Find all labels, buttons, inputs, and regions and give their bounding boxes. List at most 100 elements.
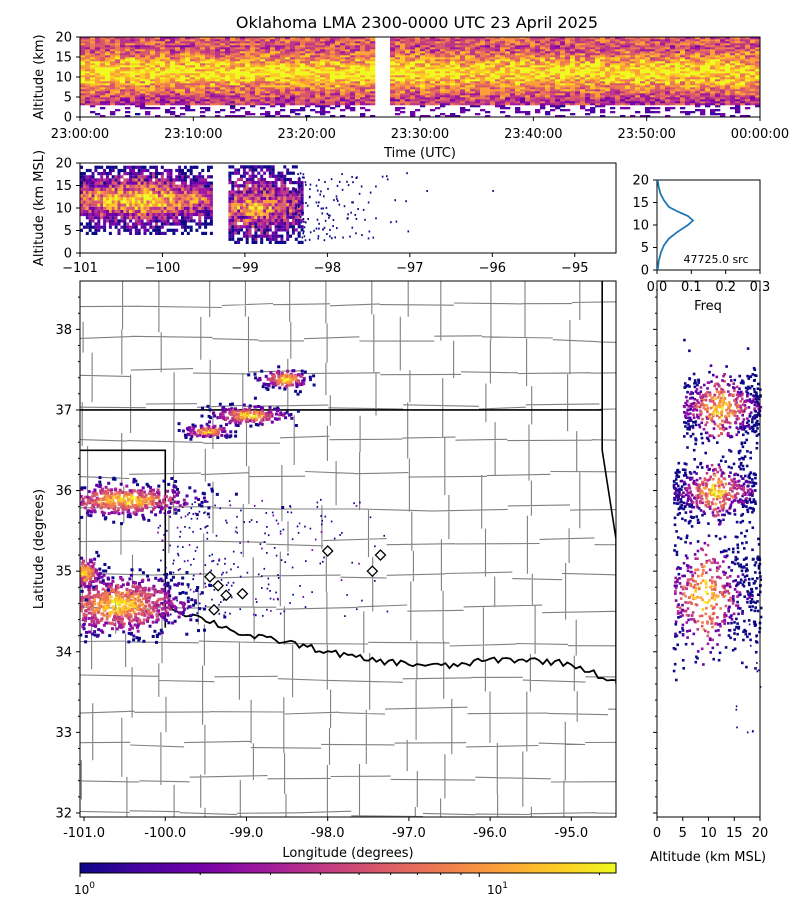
lon-alt-cell <box>97 225 101 229</box>
time-height-cell <box>640 59 646 62</box>
time-height-cell <box>685 71 691 74</box>
time-height-cell <box>560 99 566 102</box>
time-height-cell <box>225 103 231 106</box>
time-height-cell <box>495 53 501 56</box>
time-height-cell <box>505 63 511 66</box>
time-height-cell <box>285 55 291 58</box>
time-height-cell <box>120 53 126 56</box>
time-height-cell <box>655 61 661 64</box>
time-height-cell <box>575 95 581 98</box>
time-height-cell <box>660 97 666 100</box>
time-height-cell <box>225 41 231 44</box>
time-height-cell <box>450 61 456 64</box>
time-height-cell <box>325 87 331 90</box>
time-height-cell <box>700 111 706 114</box>
time-height-cell <box>290 57 296 60</box>
lon-alt-cell <box>100 206 104 210</box>
time-height-cell <box>205 71 211 74</box>
time-height-cell <box>155 95 161 98</box>
time-height-cell <box>660 39 666 42</box>
time-height-cell <box>345 49 351 52</box>
time-height-cell <box>280 115 286 118</box>
time-height-cell <box>595 53 601 56</box>
time-height-cell <box>475 85 481 88</box>
time-height-cell <box>215 85 221 88</box>
time-height-cell <box>285 81 291 84</box>
time-height-cell <box>340 77 346 80</box>
time-height-cell <box>165 69 171 72</box>
time-height-cell <box>745 55 751 58</box>
time-height-cell <box>555 45 561 48</box>
time-height-cell <box>495 81 501 84</box>
time-height-cell <box>165 77 171 80</box>
time-height-cell <box>295 85 301 88</box>
time-height-cell <box>540 71 546 74</box>
time-height-cell <box>710 69 716 72</box>
time-height-cell <box>505 101 511 104</box>
time-height-cell <box>395 99 401 102</box>
time-height-cell <box>470 53 476 56</box>
time-height-cell <box>105 59 111 62</box>
time-height-cell <box>285 39 291 42</box>
time-height-cell <box>565 63 571 66</box>
time-height-cell <box>305 105 311 108</box>
time-height-cell <box>680 93 686 96</box>
time-height-cell <box>270 61 276 64</box>
time-height-ylabel: Altitude (km) <box>32 34 47 119</box>
time-height-cell <box>300 41 306 44</box>
time-height-cell <box>595 97 601 100</box>
time-height-cell <box>310 67 316 70</box>
time-height-cell <box>160 67 166 70</box>
time-height-cell <box>585 63 591 66</box>
time-height-cell <box>490 37 496 40</box>
time-height-cell <box>190 61 196 64</box>
time-height-cell <box>425 59 431 62</box>
time-height-cell <box>255 49 261 52</box>
time-height-cell <box>170 57 176 60</box>
time-height-cell <box>175 71 181 74</box>
time-height-cell <box>425 47 431 50</box>
time-height-cell <box>155 45 161 48</box>
time-height-cell <box>705 59 711 62</box>
time-height-cell <box>625 41 631 44</box>
time-height-cell <box>215 43 221 46</box>
time-height-cell <box>440 63 446 66</box>
time-height-cell <box>645 81 651 84</box>
time-height-cell <box>625 55 631 58</box>
time-height-cell <box>560 73 566 76</box>
time-height-cell <box>305 65 311 68</box>
time-height-cell <box>640 101 646 104</box>
time-height-cell <box>95 63 101 66</box>
time-height-cell <box>350 109 356 112</box>
time-height-cell <box>170 113 176 116</box>
time-height-cell <box>645 77 651 80</box>
time-height-cell <box>515 65 521 68</box>
time-height-cell <box>200 61 206 64</box>
time-height-cell <box>565 61 571 64</box>
time-height-cell <box>585 97 591 100</box>
time-height-cell <box>430 95 436 98</box>
time-height-cell <box>155 61 161 64</box>
time-height-cell <box>465 73 471 76</box>
time-height-cell <box>480 83 486 86</box>
time-height-cell <box>670 47 676 50</box>
time-height-cell <box>390 67 396 70</box>
time-height-cell <box>485 63 491 66</box>
time-height-cell <box>405 53 411 56</box>
time-height-cell <box>400 69 406 72</box>
time-height-cell <box>580 49 586 52</box>
time-height-cell <box>275 47 281 50</box>
time-height-cell <box>260 37 266 40</box>
time-height-cell <box>465 51 471 54</box>
time-height-cell <box>670 77 676 80</box>
time-height-cell <box>560 93 566 96</box>
time-height-cell <box>720 45 726 48</box>
time-height-cell <box>570 63 576 66</box>
time-height-cell <box>645 61 651 64</box>
time-height-cell <box>470 89 476 92</box>
time-height-cell <box>360 65 366 68</box>
time-height-cell <box>540 61 546 64</box>
lon-alt-cell <box>108 209 112 213</box>
time-height-cell <box>725 73 731 76</box>
time-height-cell <box>515 69 521 72</box>
